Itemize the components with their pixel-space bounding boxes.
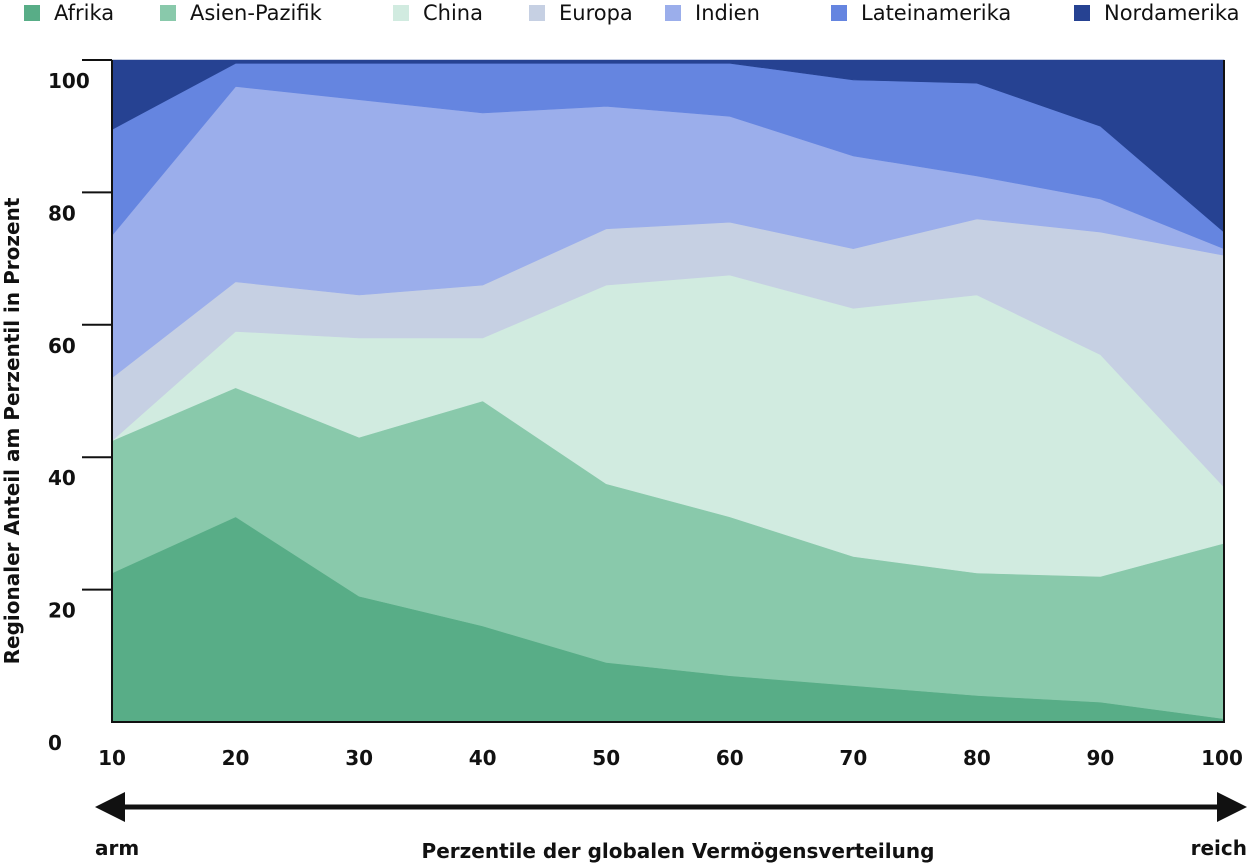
direction-left-label: arm xyxy=(95,836,139,860)
legend-item-indien: Indien xyxy=(665,1,760,25)
legend-swatch-afrika xyxy=(24,5,40,21)
legend-label-nordamerika: Nordamerika xyxy=(1104,1,1240,25)
plot-frame xyxy=(111,60,1225,723)
legend-swatch-indien xyxy=(665,5,681,21)
y-axis-title: Regionaler Anteil am Perzentil in Prozen… xyxy=(0,197,24,664)
legend-item-nordamerika: Nordamerika xyxy=(1074,1,1240,25)
legend-swatch-asien-pazifik xyxy=(160,5,176,21)
legend-label-indien: Indien xyxy=(695,1,760,25)
y-tick-label-40: 40 xyxy=(48,466,76,490)
x-tick-label-70: 70 xyxy=(839,746,867,770)
y-tick-label-0: 0 xyxy=(48,731,62,755)
x-tick-label-30: 30 xyxy=(345,746,373,770)
x-axis-title: Perzentile der globalen Vermögensverteil… xyxy=(422,839,935,863)
x-tick-label-60: 60 xyxy=(716,746,744,770)
legend-swatch-europa xyxy=(529,5,545,21)
legend: Afrika Asien-Pazifik China Europa Indien Late… xyxy=(24,1,1240,25)
legend-swatch-lateinamerika xyxy=(831,5,847,21)
x-tick-label-80: 80 xyxy=(963,746,991,770)
legend-label-europa: Europa xyxy=(559,1,633,25)
legend-label-afrika: Afrika xyxy=(54,1,114,25)
x-tick-label-40: 40 xyxy=(469,746,497,770)
legend-item-lateinamerika: Lateinamerika xyxy=(831,1,1011,25)
y-tick-label-100: 100 xyxy=(48,69,90,93)
x-tick-label-90: 90 xyxy=(1087,746,1115,770)
legend-item-afrika: Afrika xyxy=(24,1,114,25)
direction-right-label: reich xyxy=(1191,836,1247,860)
axes: 0 20 40 60 80 100 10 20 30 40 50 60 70 80 90 100 xyxy=(48,59,1243,770)
y-tick-label-80: 80 xyxy=(48,201,76,225)
legend-label-lateinamerika: Lateinamerika xyxy=(861,1,1011,25)
legend-item-asien-pazifik: Asien-Pazifik xyxy=(160,1,323,25)
x-tick-label-100: 100 xyxy=(1201,746,1243,770)
plot-areas xyxy=(111,59,1225,723)
y-tick-label-20: 20 xyxy=(48,599,76,623)
legend-item-europa: Europa xyxy=(529,1,633,25)
legend-swatch-china xyxy=(393,5,409,21)
x-tick-label-50: 50 xyxy=(592,746,620,770)
legend-item-china: China xyxy=(393,1,483,25)
legend-swatch-nordamerika xyxy=(1074,5,1090,21)
y-tick-label-60: 60 xyxy=(48,334,76,358)
x-tick-label-10: 10 xyxy=(98,746,126,770)
legend-label-china: China xyxy=(423,1,483,25)
legend-label-asien-pazifik: Asien-Pazifik xyxy=(190,1,323,25)
x-tick-label-20: 20 xyxy=(222,746,250,770)
